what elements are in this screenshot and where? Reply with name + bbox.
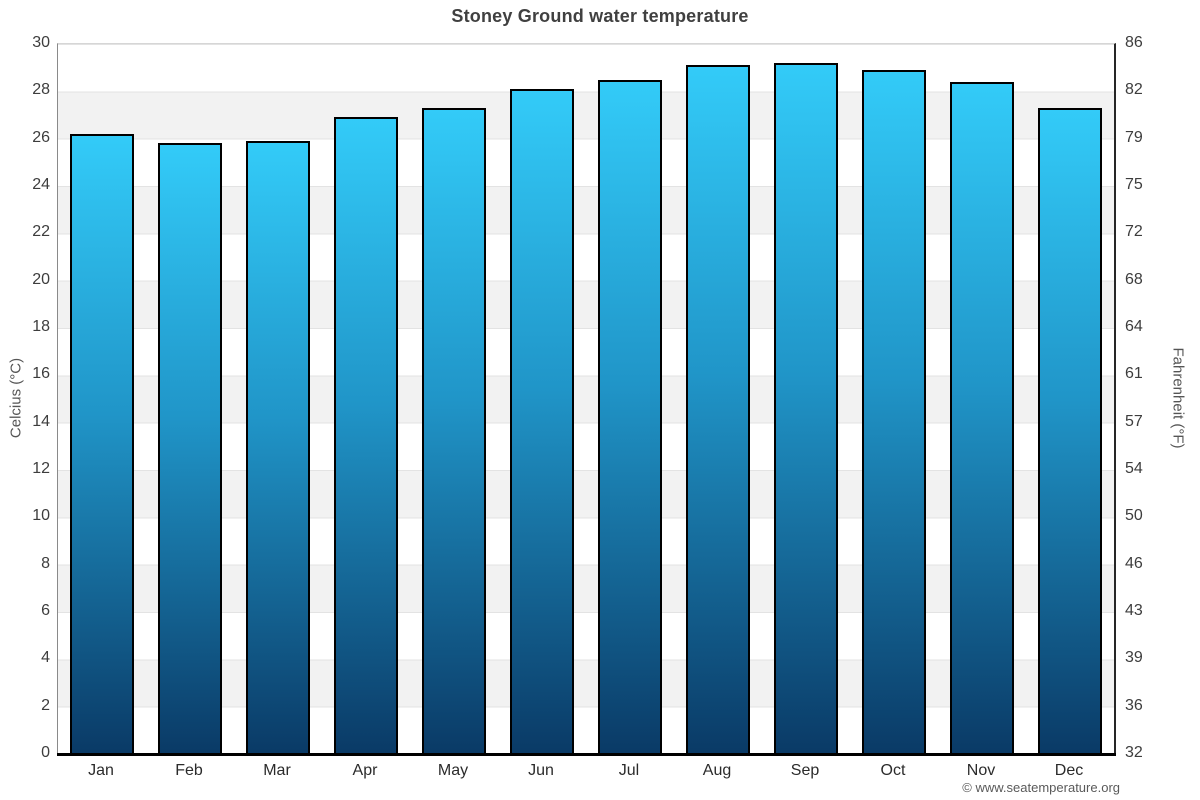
y-tick-right-54: 54 — [1125, 460, 1143, 477]
x-axis-line — [57, 753, 1116, 756]
x-label-aug: Aug — [702, 762, 732, 779]
bar-apr[interactable] — [334, 117, 398, 754]
y-tick-left-28: 28 — [32, 81, 50, 98]
y-tick-left-20: 20 — [32, 271, 50, 288]
x-label-apr: Apr — [352, 762, 378, 779]
x-label-oct: Oct — [880, 762, 906, 779]
bar-feb[interactable] — [158, 143, 222, 754]
y-tick-left-26: 26 — [32, 129, 50, 146]
y-axis-title-fahrenheit: Fahrenheit (°F) — [1169, 347, 1187, 449]
bar-aug[interactable] — [686, 65, 750, 754]
y-tick-right-32: 32 — [1125, 744, 1143, 761]
bar-slot — [938, 44, 1026, 754]
y-tick-right-82: 82 — [1125, 81, 1143, 98]
y-tick-right-68: 68 — [1125, 271, 1143, 288]
y-tick-right-57: 57 — [1125, 413, 1143, 430]
bar-slot — [1026, 44, 1114, 754]
x-label-dec: Dec — [1054, 762, 1084, 779]
y-tick-right-72: 72 — [1125, 223, 1143, 240]
x-label-may: May — [437, 762, 469, 779]
y-tick-left-18: 18 — [32, 318, 50, 335]
bar-dec[interactable] — [1038, 107, 1102, 754]
y-tick-left-6: 6 — [41, 602, 50, 619]
y-tick-left-4: 4 — [41, 649, 50, 666]
bar-jun[interactable] — [510, 88, 574, 754]
y-tick-left-12: 12 — [32, 460, 50, 477]
y-tick-right-50: 50 — [1125, 507, 1143, 524]
bar-sep[interactable] — [774, 62, 838, 754]
y-tick-right-79: 79 — [1125, 129, 1143, 146]
bar-slot — [146, 44, 234, 754]
y-tick-left-14: 14 — [32, 413, 50, 430]
y-tick-right-46: 46 — [1125, 555, 1143, 572]
bar-slot — [234, 44, 322, 754]
bar-slot — [58, 44, 146, 754]
y-tick-right-43: 43 — [1125, 602, 1143, 619]
bar-slot — [586, 44, 674, 754]
bar-slot — [410, 44, 498, 754]
bar-slot — [762, 44, 850, 754]
y-tick-right-36: 36 — [1125, 697, 1143, 714]
y-tick-right-64: 64 — [1125, 318, 1143, 335]
y-tick-right-86: 86 — [1125, 34, 1143, 51]
bar-may[interactable] — [422, 107, 486, 754]
x-label-mar: Mar — [263, 762, 291, 779]
y-tick-left-16: 16 — [32, 365, 50, 382]
y-tick-right-75: 75 — [1125, 176, 1143, 193]
bar-slot — [850, 44, 938, 754]
bar-slot — [674, 44, 762, 754]
bars-group — [58, 44, 1114, 754]
x-label-nov: Nov — [966, 762, 996, 779]
y-tick-left-10: 10 — [32, 507, 50, 524]
y-tick-left-0: 0 — [41, 744, 50, 761]
bar-nov[interactable] — [950, 81, 1014, 754]
bar-mar[interactable] — [246, 141, 310, 754]
bar-oct[interactable] — [862, 70, 926, 754]
y-tick-left-24: 24 — [32, 176, 50, 193]
plot-area — [57, 43, 1116, 756]
x-label-jul: Jul — [618, 762, 640, 779]
chart-title: Stoney Ground water temperature — [451, 6, 749, 26]
bar-jan[interactable] — [70, 133, 134, 754]
y-tick-left-30: 30 — [32, 34, 50, 51]
x-label-jun: Jun — [528, 762, 554, 779]
y-tick-right-39: 39 — [1125, 649, 1143, 666]
y-tick-left-8: 8 — [41, 555, 50, 572]
x-label-sep: Sep — [790, 762, 820, 779]
x-label-feb: Feb — [175, 762, 203, 779]
bar-slot — [322, 44, 410, 754]
y-tick-right-61: 61 — [1125, 365, 1143, 382]
copyright: © www.seatemperature.org — [962, 780, 1120, 795]
bar-jul[interactable] — [598, 79, 662, 754]
x-label-jan: Jan — [88, 762, 114, 779]
y-tick-left-22: 22 — [32, 223, 50, 240]
bar-slot — [498, 44, 586, 754]
y-tick-left-2: 2 — [41, 697, 50, 714]
